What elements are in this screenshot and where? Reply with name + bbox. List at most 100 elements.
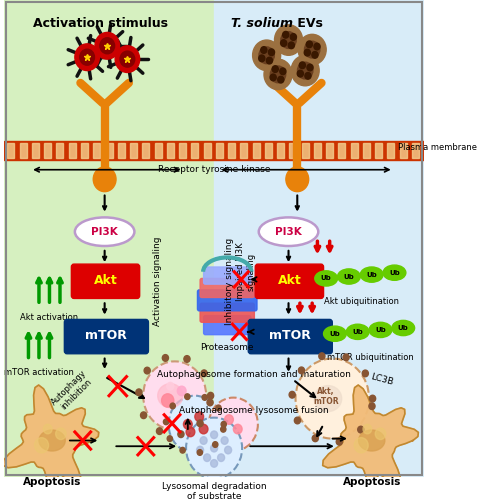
Text: Ub: Ub [321,276,332,281]
Bar [214,0,424,477]
Ellipse shape [337,269,360,284]
Text: LC3B: LC3B [370,372,395,387]
Text: Receptor tyrosine kinase: Receptor tyrosine kinase [158,165,270,174]
Text: Autophagosome lysosome fusion: Autophagosome lysosome fusion [179,406,328,414]
Bar [314,143,321,158]
Bar [44,143,51,158]
Circle shape [288,42,294,48]
Circle shape [195,412,204,422]
Circle shape [370,395,376,402]
Circle shape [199,424,208,434]
Ellipse shape [369,322,392,338]
Circle shape [170,403,175,409]
Circle shape [286,167,309,192]
Circle shape [280,68,286,74]
Text: Inhibitory signaling: Inhibitory signaling [225,238,234,325]
Text: Akt activation: Akt activation [21,312,79,322]
Circle shape [362,370,368,376]
Circle shape [211,444,217,452]
Bar [142,143,149,158]
Bar [412,143,419,158]
Text: Plasma membrane: Plasma membrane [398,144,477,152]
Text: Impaired PI3K
signaling: Impaired PI3K signaling [236,242,255,301]
Circle shape [281,40,287,46]
Circle shape [207,392,214,399]
Circle shape [304,41,320,58]
Bar [338,143,346,158]
Circle shape [363,424,372,434]
Circle shape [272,66,278,72]
Circle shape [183,420,192,429]
Circle shape [314,43,320,50]
Text: PI3K: PI3K [275,226,302,236]
Bar [301,143,309,158]
Circle shape [200,436,207,444]
Polygon shape [3,385,99,488]
Circle shape [289,392,295,398]
Circle shape [204,454,211,462]
Circle shape [297,70,303,77]
Circle shape [266,58,273,64]
Bar [130,143,137,158]
FancyBboxPatch shape [255,264,324,298]
Circle shape [115,46,140,72]
Text: mTOR ubiquitination: mTOR ubiquitination [326,353,413,362]
Ellipse shape [346,324,369,340]
FancyBboxPatch shape [204,267,251,284]
Circle shape [143,362,206,430]
Circle shape [168,396,221,453]
Text: Autophagy
inhibition: Autophagy inhibition [49,368,95,414]
Bar [93,143,100,158]
Circle shape [120,51,135,67]
Circle shape [306,41,312,48]
Circle shape [252,40,281,70]
Circle shape [43,424,52,434]
Ellipse shape [360,267,383,282]
Circle shape [259,55,265,62]
Bar [326,143,333,158]
Ellipse shape [75,218,134,246]
Circle shape [369,403,375,409]
Text: Ub: Ub [389,270,400,276]
Circle shape [307,64,313,71]
Text: Ub: Ub [398,325,408,331]
Circle shape [275,25,302,56]
FancyBboxPatch shape [72,264,140,298]
Circle shape [75,44,99,70]
Circle shape [298,34,326,65]
Text: mTOR: mTOR [85,329,127,342]
Circle shape [221,426,226,432]
Circle shape [211,460,217,467]
Bar [57,143,63,158]
Circle shape [217,454,225,462]
Circle shape [162,354,168,362]
Text: Lysosomal degradation
of substrate: Lysosomal degradation of substrate [162,482,266,500]
Circle shape [185,394,190,400]
Circle shape [93,167,116,192]
Text: Akt: Akt [94,274,118,287]
Ellipse shape [259,218,318,246]
Text: mTOR: mTOR [269,329,311,342]
Circle shape [100,38,115,54]
Circle shape [261,46,267,54]
Circle shape [56,428,66,440]
Circle shape [156,428,163,434]
Circle shape [375,428,386,440]
Circle shape [294,417,300,424]
Circle shape [186,418,242,478]
Circle shape [167,382,174,390]
Circle shape [197,446,204,454]
Ellipse shape [314,386,342,411]
Circle shape [141,412,147,418]
Text: Ub: Ub [366,272,377,278]
Circle shape [319,353,325,360]
Circle shape [296,358,369,438]
Circle shape [184,356,190,362]
Circle shape [300,62,305,68]
Bar [252,143,260,158]
Circle shape [180,448,185,453]
Circle shape [264,59,292,90]
Bar [155,143,162,158]
Bar [265,143,272,158]
Bar [20,143,27,158]
